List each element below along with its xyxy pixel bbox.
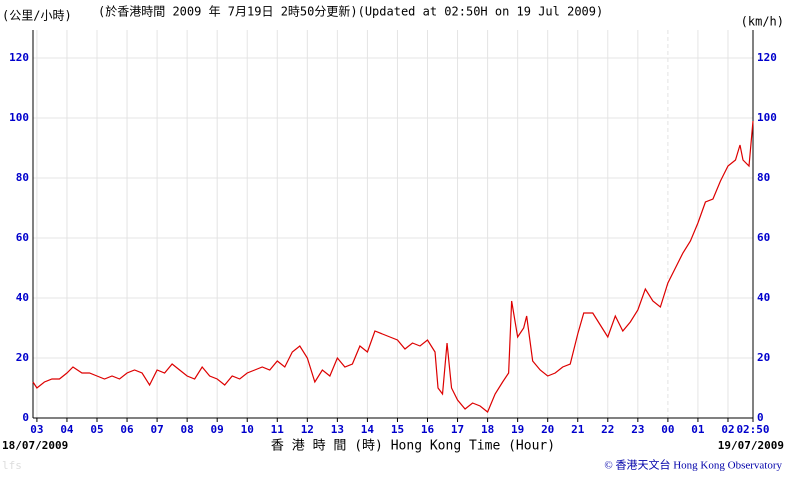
x-tick-label: 00 <box>661 423 674 436</box>
x-tick-label: 15 <box>391 423 404 436</box>
y-tick-label: 60 <box>16 231 29 244</box>
y-tick-label-right: 80 <box>757 171 770 184</box>
x-tick-label: 01 <box>691 423 705 436</box>
x-tick-label: 11 <box>271 423 285 436</box>
x-tick-label: 20 <box>541 423 554 436</box>
x-tick-label: 05 <box>90 423 103 436</box>
y-label-right: (km/h) <box>741 15 784 29</box>
x-tick-label: 09 <box>211 423 224 436</box>
y-tick-label: 100 <box>9 111 29 124</box>
x-tick-label: 02 <box>721 423 734 436</box>
x-tick-label: 21 <box>571 423 585 436</box>
x-tick-label: 23 <box>631 423 644 436</box>
x-tick-label: 17 <box>451 423 464 436</box>
y-tick-label: 80 <box>16 171 29 184</box>
x-tick-label: 12 <box>301 423 314 436</box>
y-tick-label: 0 <box>22 411 29 424</box>
x-tick-label: 18 <box>481 423 494 436</box>
y-tick-label-right: 100 <box>757 111 777 124</box>
x-tick-label: 04 <box>60 423 74 436</box>
x-tick-label: 10 <box>241 423 254 436</box>
end-date: 19/07/2009 <box>718 439 784 452</box>
y-tick-label-right: 60 <box>757 231 770 244</box>
x-tick-label: 16 <box>421 423 435 436</box>
x-tick-label: 19 <box>511 423 524 436</box>
x-tick-label: 14 <box>361 423 375 436</box>
y-tick-label: 40 <box>16 291 29 304</box>
x-label: 香 港 時 間 (時) Hong Kong Time (Hour) <box>271 439 555 454</box>
x-tick-label: 03 <box>30 423 43 436</box>
y-label-left: (公里/小時) <box>2 9 72 23</box>
y-tick-label-right: 20 <box>757 351 770 364</box>
x-tick-label: 08 <box>181 423 194 436</box>
y-tick-label-right: 40 <box>757 291 770 304</box>
x-tick-label: 13 <box>331 423 344 436</box>
x-tick-label: 22 <box>601 423 614 436</box>
chart-title: (於香港時間 2009 年 7月19日 2時50分更新)(Updated at … <box>98 4 603 19</box>
y-tick-label-right: 0 <box>757 411 764 424</box>
y-tick-label: 120 <box>9 51 29 64</box>
x-tick-label: 02:50 <box>736 423 769 436</box>
y-tick-label-right: 120 <box>757 51 777 64</box>
y-tick-label: 20 <box>16 351 29 364</box>
credit: © 香港天文台 Hong Kong Observatory <box>604 458 782 472</box>
corner-text: lfs <box>2 459 22 472</box>
x-tick-label: 06 <box>120 423 134 436</box>
data-line <box>32 120 754 413</box>
x-tick-label: 07 <box>150 423 163 436</box>
start-date: 18/07/2009 <box>2 439 68 452</box>
